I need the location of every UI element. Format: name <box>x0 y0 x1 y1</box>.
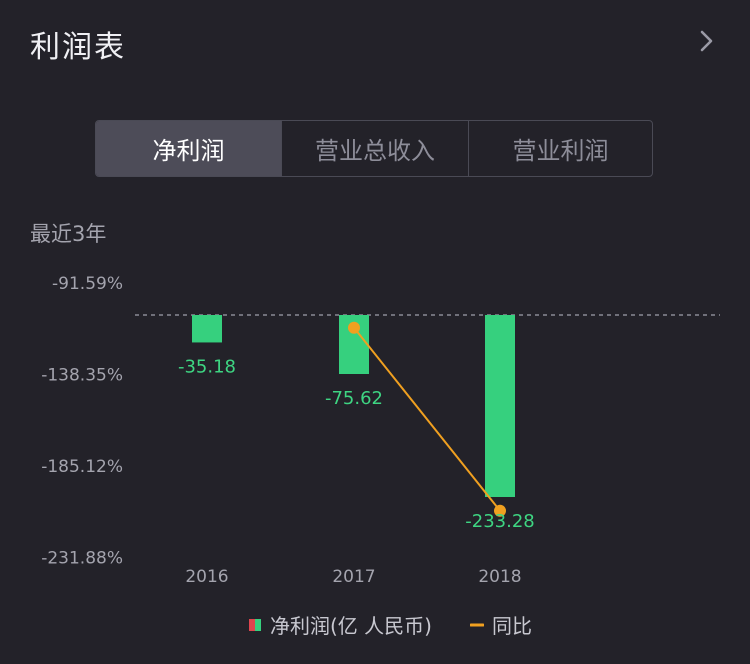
net-profit-chart: -91.59% -138.35% -185.12% -231.88% -35.18 -75… <box>41 274 720 587</box>
legend: 净利润(亿 人民币) 同比 <box>0 610 750 640</box>
y-axis-tick-label: -185.12% <box>41 457 123 477</box>
legend-label-bar: 净利润(亿 人民币) <box>270 614 432 638</box>
y-axis-tick-label: -231.88% <box>41 549 123 569</box>
tab-label: 净利润 <box>152 137 225 165</box>
x-axis-tick-label: 2018 <box>478 567 521 587</box>
x-axis-tick-label: 2016 <box>185 567 228 587</box>
yoy-line <box>353 327 501 512</box>
bar <box>485 315 515 497</box>
metric-tabs: 净利润 营业总收入 营业利润 <box>95 120 653 177</box>
period-label: 最近3年 <box>30 222 107 246</box>
yoy-point <box>348 321 360 334</box>
legend-swatch-line-icon <box>470 623 484 626</box>
y-axis-tick-label: -91.59% <box>52 274 123 294</box>
legend-item-yoy[interactable]: 同比 <box>470 610 532 639</box>
tab-net-profit[interactable]: 净利润 <box>96 121 281 176</box>
bar-value-label: -75.62 <box>325 388 383 409</box>
legend-swatch-bar-icon <box>249 618 261 631</box>
y-axis-tick-label: -138.35% <box>41 366 123 386</box>
chevron-right-icon[interactable] <box>696 26 718 56</box>
bar-value-label: -35.18 <box>178 356 236 377</box>
tab-operating-profit[interactable]: 营业利润 <box>468 121 652 176</box>
legend-item-net-profit[interactable]: 净利润(亿 人民币) <box>248 610 432 639</box>
page-title: 利润表 <box>30 30 126 65</box>
bar-value-label: -233.28 <box>465 511 534 532</box>
header: 利润表 <box>30 18 720 68</box>
tab-label: 营业总收入 <box>315 137 435 165</box>
x-axis-tick-label: 2017 <box>332 567 375 587</box>
legend-label-line: 同比 <box>492 614 532 638</box>
bar <box>192 315 222 343</box>
tab-total-revenue[interactable]: 营业总收入 <box>281 121 468 176</box>
tab-label: 营业利润 <box>512 137 609 165</box>
yoy-point <box>494 504 506 517</box>
